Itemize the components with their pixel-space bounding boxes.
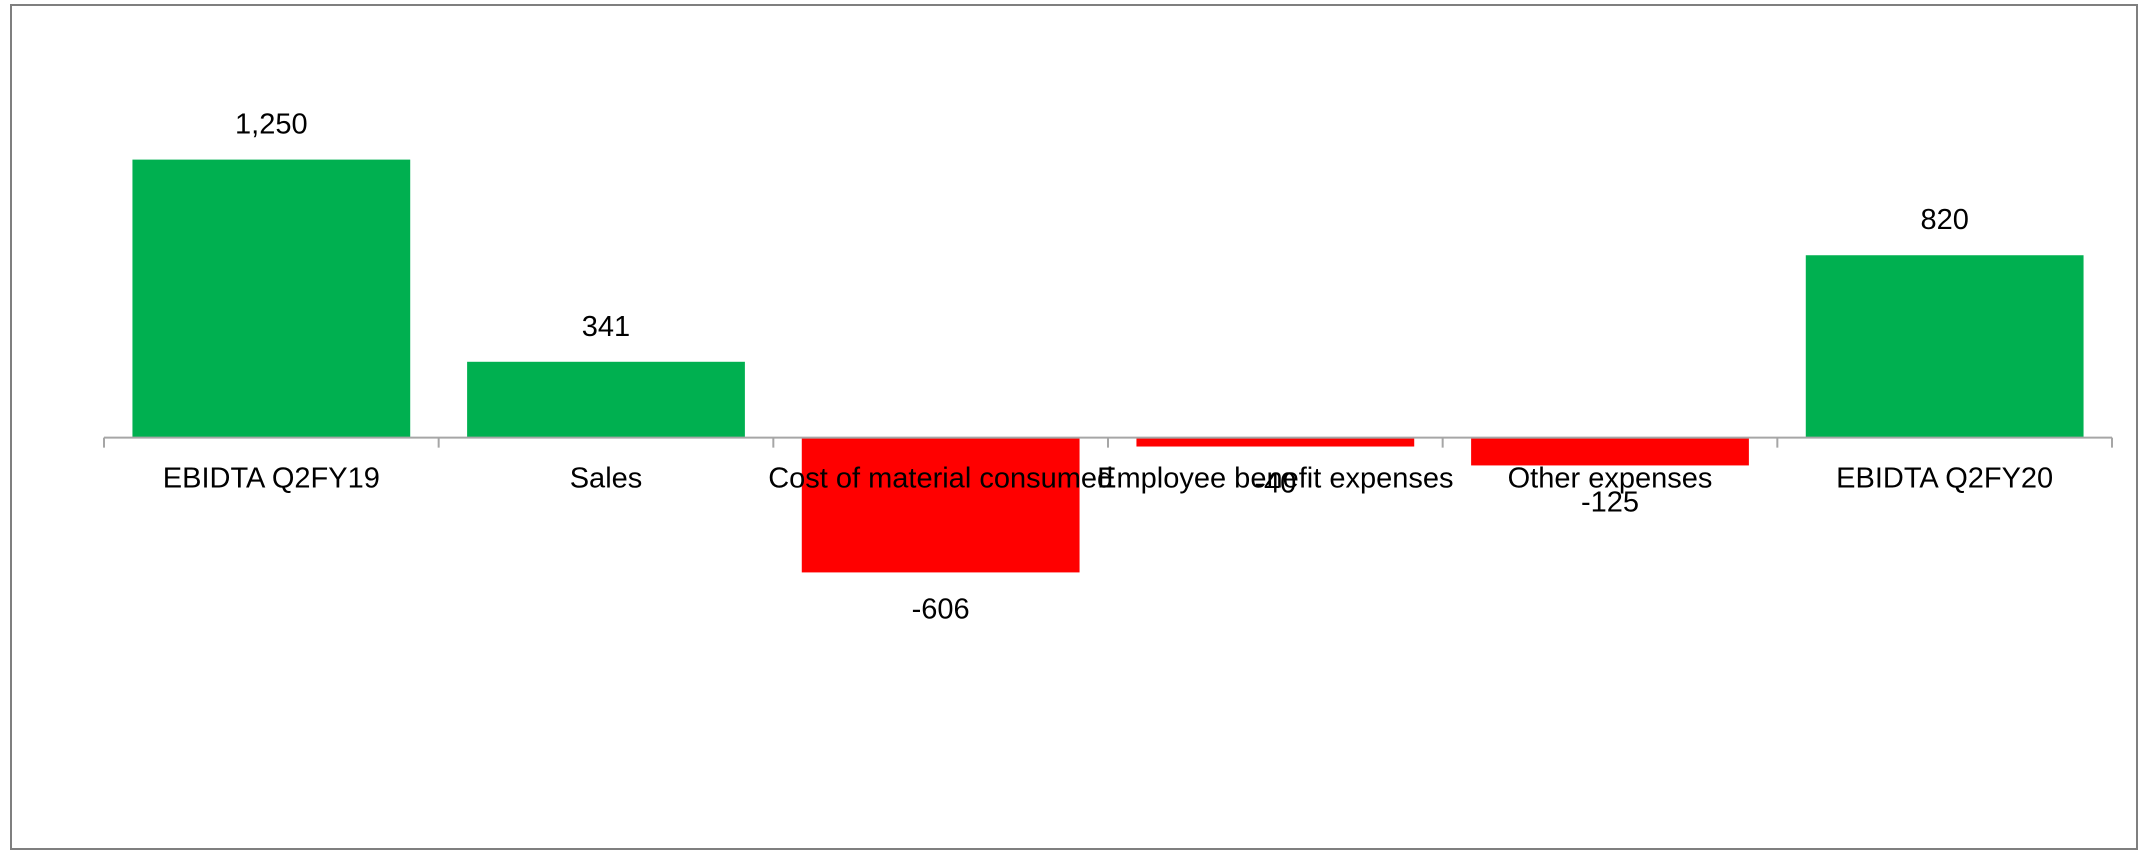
chart-area: EBIDTA Q2FY19 Sales Cost of material consu…: [10, 4, 2138, 850]
waterfall-chart: EBIDTA Q2FY19 Sales Cost of material consu…: [103, 109, 2113, 625]
data-label-1: 1,250: [235, 109, 308, 141]
category-label-4: Employee benefit expenses: [1097, 463, 1453, 495]
data-label-4: -40: [1254, 468, 1296, 500]
bar-4: [1136, 437, 1415, 447]
bar-5: [1471, 437, 1749, 466]
data-label-3: -606: [912, 593, 970, 625]
category-label-5: Other expenses: [1508, 463, 1713, 495]
bar-2: [467, 361, 745, 438]
data-label-2: 341: [582, 311, 630, 343]
data-label-5: -125: [1581, 486, 1639, 518]
bar-6: [1805, 255, 2084, 438]
bar-3: [801, 437, 1080, 573]
category-label-2: Sales: [570, 463, 643, 495]
category-label-6: EBIDTA Q2FY20: [1836, 463, 2053, 495]
category-label-3: Cost of material consumed: [768, 463, 1113, 495]
bar-1: [132, 159, 411, 438]
data-label-6: 820: [1920, 204, 1968, 236]
category-label-1: EBIDTA Q2FY19: [163, 463, 380, 495]
